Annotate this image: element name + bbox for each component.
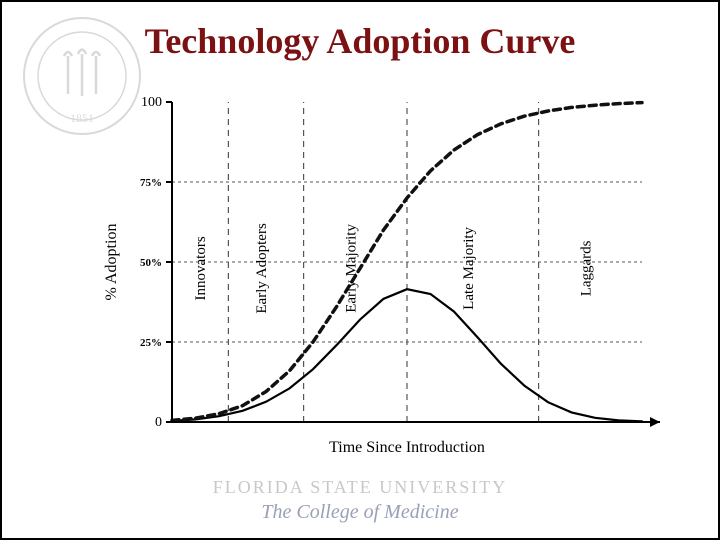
category-label: Early Adopters [254, 223, 270, 314]
y-tick-label: 0 [155, 415, 162, 430]
y-tick-label: 25% [140, 337, 162, 349]
y-tick-label: 50% [140, 257, 162, 269]
slide-page: 1851 Technology Adoption Curve 0 25% 50% 75… [0, 0, 720, 540]
footer-college: The College of Medicine [2, 501, 718, 524]
category-label: Innovators [193, 236, 209, 300]
y-axis-label: % Adoption [103, 224, 120, 301]
seal-year: 1851 [70, 111, 94, 125]
y-tick-label: 100 [141, 95, 162, 110]
x-axis-arrow [650, 417, 660, 427]
y-tick-label: 75% [140, 177, 162, 189]
category-label: Early Majority [343, 224, 359, 313]
adoption-chart: 0 25% 50% 75% 100 % Adoption Time Since Introd… [62, 72, 662, 472]
footer-university: FLORIDA STATE UNIVERSITY [2, 477, 718, 498]
x-axis-label: Time Since Introduction [329, 439, 485, 456]
category-label: Late Majority [461, 226, 477, 309]
category-label: Laggards [578, 240, 594, 296]
page-title: Technology Adoption Curve [2, 20, 718, 62]
